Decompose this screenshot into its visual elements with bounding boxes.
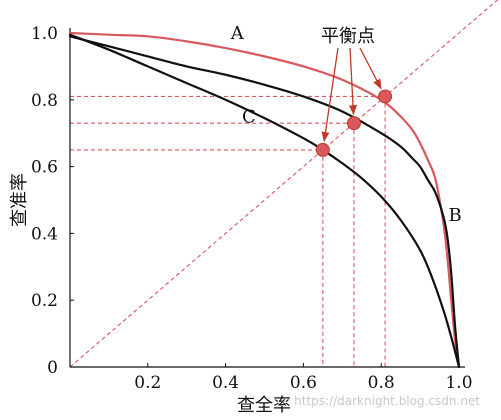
y-axis-title: 查准率 (9, 173, 30, 227)
curve-B (68, 35, 461, 369)
y-tick-label: 0.2 (31, 291, 58, 311)
curve-label-C: C (242, 107, 256, 128)
break-even-arrow-A (359, 47, 382, 90)
curve-label-B: B (448, 205, 461, 226)
x-tick-label: 1.0 (445, 373, 472, 393)
y-tick-label-origin: 0 (47, 358, 58, 378)
curve-label-A: A (230, 23, 245, 44)
break-even-arrow-C (321, 47, 339, 142)
watermark-text: https://darknight.blog.csdn.net (294, 394, 480, 408)
x-tick-label: 0.4 (212, 373, 239, 393)
y-tick-label: 0.4 (31, 224, 58, 244)
y-tick-label: 0.6 (31, 158, 58, 178)
break-even-point-B (346, 116, 361, 131)
x-tick-label: 0.2 (134, 373, 161, 393)
curve-C (68, 33, 461, 369)
x-tick-label: 0.6 (290, 373, 317, 393)
diagonal-reference-line (70, 0, 499, 368)
curve-A (68, 31, 461, 369)
break-even-point-A (378, 89, 393, 104)
break-even-arrow-B (349, 47, 358, 116)
x-axis-title: 查全率 (237, 395, 291, 416)
break-even-point-C (315, 142, 330, 157)
break-even-annotation: 平衡点 (321, 26, 375, 47)
x-tick-label: 0.8 (368, 373, 395, 393)
y-tick-label: 1.0 (31, 24, 58, 44)
y-tick-label: 0.8 (31, 91, 58, 111)
